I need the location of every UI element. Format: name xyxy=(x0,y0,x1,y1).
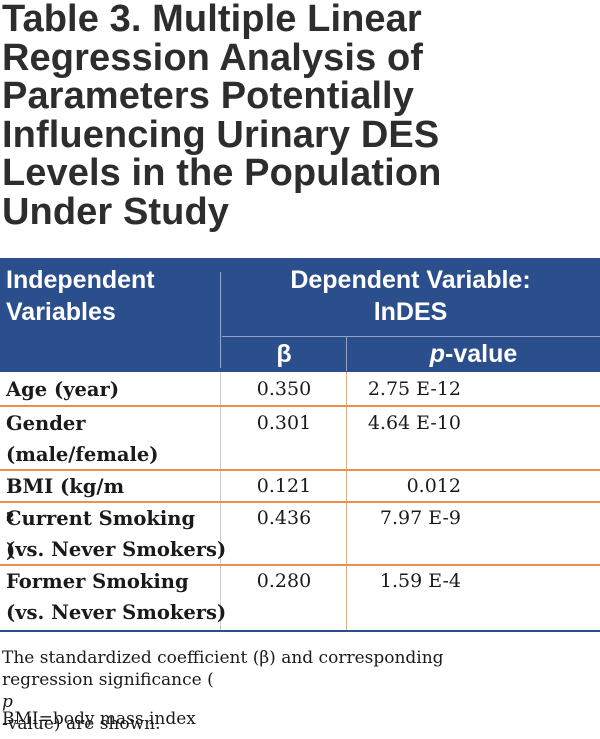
table-row: BMI (kg/m 2) 0.121 0.012 xyxy=(0,471,600,503)
table-title: Table 3. Multiple Linear Regression Anal… xyxy=(2,0,592,231)
row-beta: 0.280 xyxy=(222,566,346,597)
header-independent-line: Independent xyxy=(6,264,155,296)
header-dependent-variable: Dependent Variable: lnDES xyxy=(221,264,600,328)
table-header: Independent Variables Dependent Variable… xyxy=(0,258,600,372)
row-beta: 0.436 xyxy=(222,503,346,534)
row-label-line: (vs. Never Smokers) xyxy=(6,597,226,628)
row-beta: 0.350 xyxy=(222,374,346,405)
table-row: Current Smoking (vs. Never Smokers) 0.43… xyxy=(0,503,600,565)
row-separator xyxy=(0,405,600,407)
header-p-value: p-value xyxy=(347,340,600,368)
row-label-line: Gender xyxy=(6,408,159,439)
header-independent-variables: Independent Variables xyxy=(6,264,155,328)
row-label-line: Former Smoking xyxy=(6,566,226,597)
title-line: Parameters Potentially xyxy=(2,77,592,116)
title-line: Regression Analysis of xyxy=(2,39,592,78)
row-p-value: 7.97 E-9 xyxy=(347,503,461,534)
header-p-rest: -value xyxy=(445,340,517,368)
row-p-value: 2.75 E-12 xyxy=(347,374,461,405)
row-label-line: (vs. Never Smokers) xyxy=(6,534,226,565)
row-label: Gender (male/female) xyxy=(6,408,159,470)
abbreviation-note: BMI=body mass index xyxy=(2,708,592,730)
row-beta: 0.121 xyxy=(222,471,346,502)
row-label: Age (year) xyxy=(6,374,119,405)
table-row: Age (year) 0.350 2.75 E-12 xyxy=(0,374,600,406)
row-label-line: (male/female) xyxy=(6,439,159,470)
row-label-line: Age (year) xyxy=(6,374,119,405)
header-dependent-line: lnDES xyxy=(221,296,600,328)
header-dependent-line: Dependent Variable: xyxy=(221,264,600,296)
row-beta: 0.301 xyxy=(222,408,346,439)
table-bottom-rule xyxy=(0,630,600,632)
title-line: Under Study xyxy=(2,193,592,232)
header-independent-line: Variables xyxy=(6,296,155,328)
table-row: Former Smoking (vs. Never Smokers) 0.280… xyxy=(0,566,600,628)
row-label-line: Current Smoking xyxy=(6,503,226,534)
row-label: Former Smoking (vs. Never Smokers) xyxy=(6,566,226,628)
title-line: Levels in the Population xyxy=(2,154,592,193)
title-line: Table 3. Multiple Linear xyxy=(2,0,592,39)
header-beta: β xyxy=(222,340,346,368)
row-label: Current Smoking (vs. Never Smokers) xyxy=(6,503,226,565)
header-p-italic: p xyxy=(430,340,445,368)
row-p-value: 4.64 E-10 xyxy=(347,408,461,439)
row-label-main: BMI (kg/m xyxy=(6,471,124,502)
row-p-value: 0.012 xyxy=(347,471,461,502)
row-p-value: 1.59 E-4 xyxy=(347,566,461,597)
footnote-line: The standardized coefficient (β) and cor… xyxy=(2,647,592,669)
table-row: Gender (male/female) 0.301 4.64 E-10 xyxy=(0,408,600,470)
footnote-text: regression significance ( xyxy=(2,669,592,691)
header-subdivider xyxy=(222,336,600,337)
title-line: Influencing Urinary DES xyxy=(2,116,592,155)
